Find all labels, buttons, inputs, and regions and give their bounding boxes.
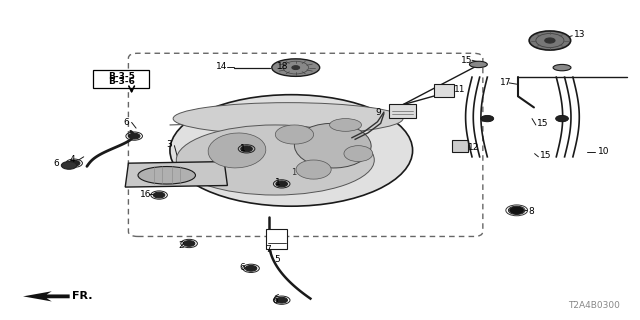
Text: B-3-6: B-3-6 <box>108 77 135 86</box>
Circle shape <box>68 160 80 166</box>
Ellipse shape <box>272 59 320 76</box>
Text: 15: 15 <box>461 56 472 65</box>
Ellipse shape <box>296 160 331 179</box>
Text: B-3-5: B-3-5 <box>108 72 135 81</box>
Text: 9: 9 <box>375 108 381 117</box>
Circle shape <box>183 241 195 246</box>
Ellipse shape <box>176 125 374 195</box>
Text: 11: 11 <box>454 85 466 94</box>
Circle shape <box>481 116 493 122</box>
Text: 6: 6 <box>124 118 129 127</box>
Text: 10: 10 <box>598 147 609 156</box>
Ellipse shape <box>275 125 314 144</box>
Circle shape <box>154 192 165 198</box>
Text: 1: 1 <box>291 168 296 177</box>
Ellipse shape <box>208 133 266 168</box>
FancyBboxPatch shape <box>266 229 287 249</box>
Circle shape <box>129 133 140 139</box>
FancyBboxPatch shape <box>93 70 150 88</box>
Circle shape <box>292 66 300 69</box>
Text: 1: 1 <box>275 179 281 188</box>
Ellipse shape <box>553 64 571 71</box>
Circle shape <box>556 116 568 122</box>
FancyBboxPatch shape <box>389 104 416 118</box>
Text: 7: 7 <box>265 245 271 254</box>
Text: 3: 3 <box>167 140 173 149</box>
Text: 1: 1 <box>240 144 246 153</box>
Text: 4: 4 <box>70 155 76 164</box>
Circle shape <box>245 266 257 271</box>
Ellipse shape <box>529 31 571 50</box>
Polygon shape <box>23 291 70 301</box>
Text: 8: 8 <box>528 207 534 216</box>
Ellipse shape <box>294 124 371 168</box>
Circle shape <box>241 146 252 152</box>
Ellipse shape <box>469 61 487 68</box>
Text: 16: 16 <box>140 190 152 199</box>
Polygon shape <box>125 162 227 187</box>
Text: 13: 13 <box>574 30 586 39</box>
Text: 15: 15 <box>540 151 552 160</box>
Ellipse shape <box>173 103 403 134</box>
Text: 5: 5 <box>274 255 280 264</box>
Ellipse shape <box>344 146 372 162</box>
Ellipse shape <box>330 119 362 131</box>
Text: 12: 12 <box>468 143 479 152</box>
Text: 17: 17 <box>500 78 511 87</box>
Text: 6: 6 <box>273 296 278 305</box>
Text: 15: 15 <box>537 119 548 129</box>
Circle shape <box>61 162 77 169</box>
Circle shape <box>276 181 287 187</box>
Circle shape <box>276 297 287 303</box>
Text: T2A4B0300: T2A4B0300 <box>568 301 620 310</box>
Text: 6: 6 <box>53 159 59 168</box>
Circle shape <box>511 207 522 213</box>
Text: 6: 6 <box>239 263 245 272</box>
Text: 14: 14 <box>216 62 227 71</box>
Text: 18: 18 <box>277 62 289 71</box>
Circle shape <box>545 38 555 43</box>
Text: 2: 2 <box>178 241 184 250</box>
FancyBboxPatch shape <box>434 84 454 97</box>
Ellipse shape <box>138 166 195 184</box>
Ellipse shape <box>170 95 413 206</box>
FancyBboxPatch shape <box>452 140 468 152</box>
Circle shape <box>509 207 524 214</box>
Text: FR.: FR. <box>72 292 93 301</box>
